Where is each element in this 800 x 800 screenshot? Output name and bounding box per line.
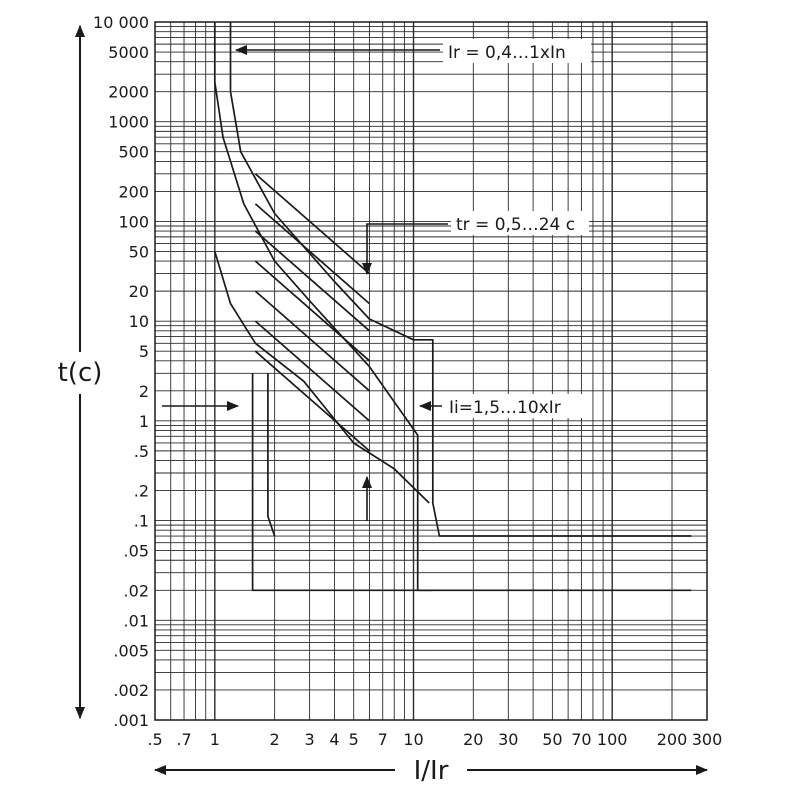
- x-tick-label: 50: [542, 730, 562, 749]
- annotation-ir-box: [443, 39, 591, 63]
- y-tick-label: 100: [118, 212, 149, 231]
- trip-curve-0: [213, 22, 433, 592]
- trip-curve-7: [254, 230, 370, 332]
- y-tick-label: 2: [139, 382, 149, 401]
- y-axis-title: t(c): [58, 358, 103, 388]
- trip-curve-11: [254, 350, 370, 452]
- y-tick-label: .01: [124, 611, 149, 630]
- y-tick-label: .005: [113, 641, 149, 660]
- y-tick-label: 20: [129, 282, 149, 301]
- x-tick-labels: .5 .7 1 2 3 4 5 7 10 20 30 50 70 100 200 300: [147, 730, 722, 749]
- y-tick-label: 2000: [108, 83, 149, 102]
- x-tick-label: 2: [270, 730, 280, 749]
- y-tick-label: .5: [134, 442, 149, 461]
- y-tick-label: .2: [134, 482, 149, 501]
- annotation-tr-box: [451, 211, 589, 235]
- y-tick-label: .05: [124, 542, 149, 561]
- trip-curve-2: [213, 251, 430, 504]
- trip-curve-8: [254, 260, 370, 362]
- trip-curve-3: [251, 373, 692, 592]
- x-tick-label: 4: [329, 730, 339, 749]
- x-tick-label: 300: [692, 730, 723, 749]
- y-tick-labels: 10 000 5000 2000 1000 500 200 100 50 20 10 5 2 1 .5 .2…: [93, 13, 149, 730]
- y-tick-label: 10: [129, 312, 149, 331]
- y-tick-label: .02: [124, 581, 149, 600]
- y-tick-label: 50: [129, 242, 149, 261]
- grid-lines: [155, 22, 707, 720]
- annotation-ir-label: Ir = 0,4…1xIn: [448, 43, 566, 63]
- x-tick-label: .5: [147, 730, 162, 749]
- annotation-tr-arrow: [362, 223, 448, 275]
- x-tick-label: 5: [349, 730, 359, 749]
- x-tick-label: 1: [210, 730, 220, 749]
- trip-curve-4: [267, 373, 276, 537]
- x-tick-label: 30: [498, 730, 518, 749]
- x-tick-label: 100: [597, 730, 628, 749]
- x-tick-label: 20: [463, 730, 483, 749]
- y-tick-label: 200: [118, 182, 149, 201]
- annotation-tr-label: tr = 0,5…24 c: [456, 215, 575, 235]
- y-tick-label: 1000: [108, 113, 149, 132]
- x-tick-label: 3: [305, 730, 315, 749]
- y-tick-label: 1: [139, 412, 149, 431]
- x-tick-label: 10: [403, 730, 423, 749]
- plot-frame: [154, 21, 708, 721]
- x-tick-label: 200: [657, 730, 688, 749]
- y-tick-label: 5: [139, 342, 149, 361]
- y-tick-label: 500: [118, 143, 149, 162]
- y-tick-label: .1: [134, 512, 149, 531]
- trip-curve-10: [254, 320, 370, 422]
- y-tick-label: 5000: [108, 43, 149, 62]
- x-tick-label: 70: [571, 730, 591, 749]
- trip-curve-5: [254, 173, 370, 275]
- x-tick-label: .7: [176, 730, 191, 749]
- trip-curve-9: [254, 290, 370, 392]
- annotation-ii-box: [444, 394, 584, 418]
- x-tick-label: 7: [378, 730, 388, 749]
- trip-curve-1: [229, 22, 692, 537]
- y-tick-label: .001: [113, 711, 149, 730]
- y-tick-label: 10 000: [93, 13, 149, 32]
- trip-curves: [213, 22, 692, 592]
- trip-curve-6: [254, 203, 370, 305]
- y-tick-label: .002: [113, 681, 149, 700]
- annotation-ii-label: Ii=1,5…10xIr: [449, 398, 561, 418]
- x-axis-title: I/Ir: [414, 756, 449, 786]
